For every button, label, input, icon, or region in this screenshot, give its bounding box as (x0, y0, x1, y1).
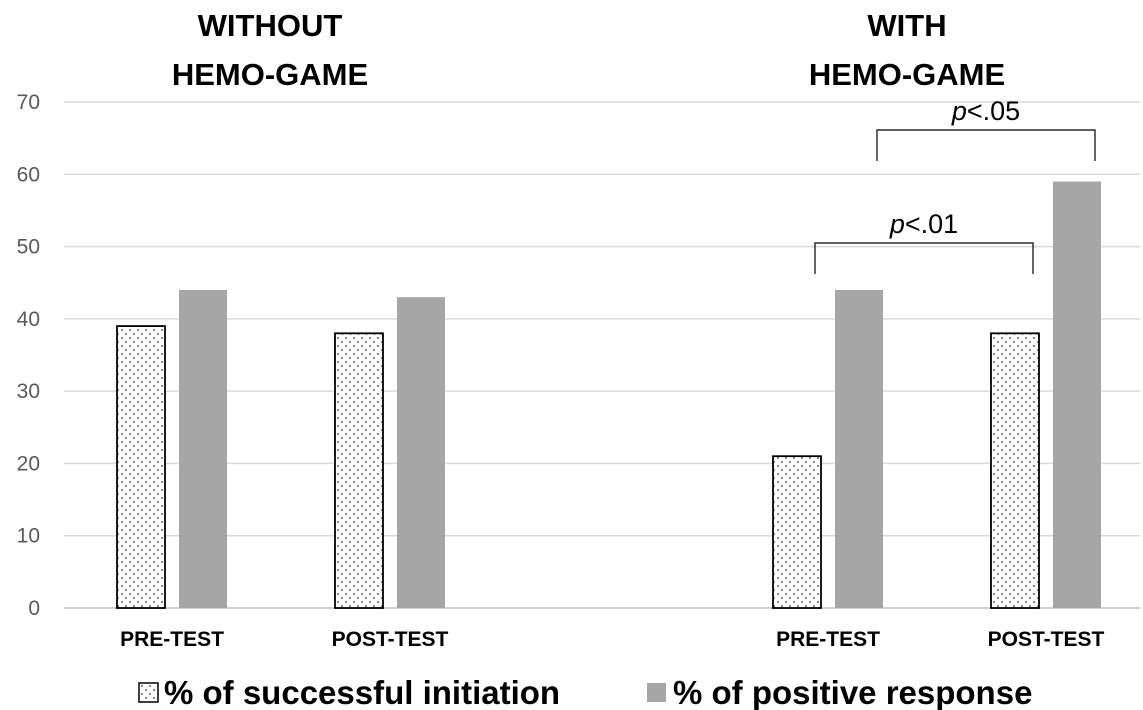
significance-label: p<.05 (951, 96, 1020, 126)
bars (116, 181, 1101, 609)
significance-label: p<.01 (889, 209, 958, 239)
legend: % of successful initiation % of positive … (138, 674, 1032, 710)
category-label: POST-TEST (332, 628, 449, 651)
y-tick-label: 40 (17, 308, 40, 331)
y-tick-label: 30 (17, 380, 40, 403)
category-label: PRE-TEST (776, 628, 880, 651)
group-title-line: WITHOUT (198, 8, 343, 43)
bar-successful-initiation (772, 455, 822, 609)
significance-bracket (876, 129, 1096, 161)
group-title-line: HEMO-GAME (172, 57, 368, 92)
bar-positive-response (1053, 181, 1101, 608)
bar-positive-response (397, 297, 445, 608)
y-tick-label: 20 (17, 452, 40, 475)
bar-positive-response (835, 289, 883, 608)
y-tick-label: 50 (17, 236, 40, 259)
group-title-line: HEMO-GAME (809, 57, 1005, 92)
legend-swatch-successful-initiation (138, 682, 159, 703)
gridlines (64, 101, 1140, 609)
y-axis-ticks: 0 10 20 30 40 50 60 70 (17, 91, 40, 620)
y-tick-label: 60 (17, 163, 40, 186)
bar-positive-response (179, 289, 227, 608)
category-labels: PRE-TEST POST-TEST PRE-TEST POST-TEST (120, 628, 1104, 651)
legend-label: % of positive response (673, 674, 1032, 710)
category-label: PRE-TEST (120, 628, 224, 651)
legend-swatch-positive-response (647, 683, 666, 702)
significance-annotations: p<.01 p<.05 (814, 96, 1096, 274)
bar-successful-initiation (990, 332, 1040, 609)
group-title-line: WITH (867, 8, 946, 43)
significance-bracket (814, 242, 1034, 274)
legend-label: % of successful initiation (164, 674, 560, 710)
group-titles: WITHOUT HEMO-GAME WITH HEMO-GAME (172, 8, 1005, 92)
bar-successful-initiation (334, 332, 384, 609)
y-tick-label: 70 (17, 91, 40, 114)
y-tick-label: 10 (17, 525, 40, 548)
category-label: POST-TEST (988, 628, 1105, 651)
bar-successful-initiation (116, 325, 166, 609)
y-tick-label: 0 (28, 597, 40, 620)
